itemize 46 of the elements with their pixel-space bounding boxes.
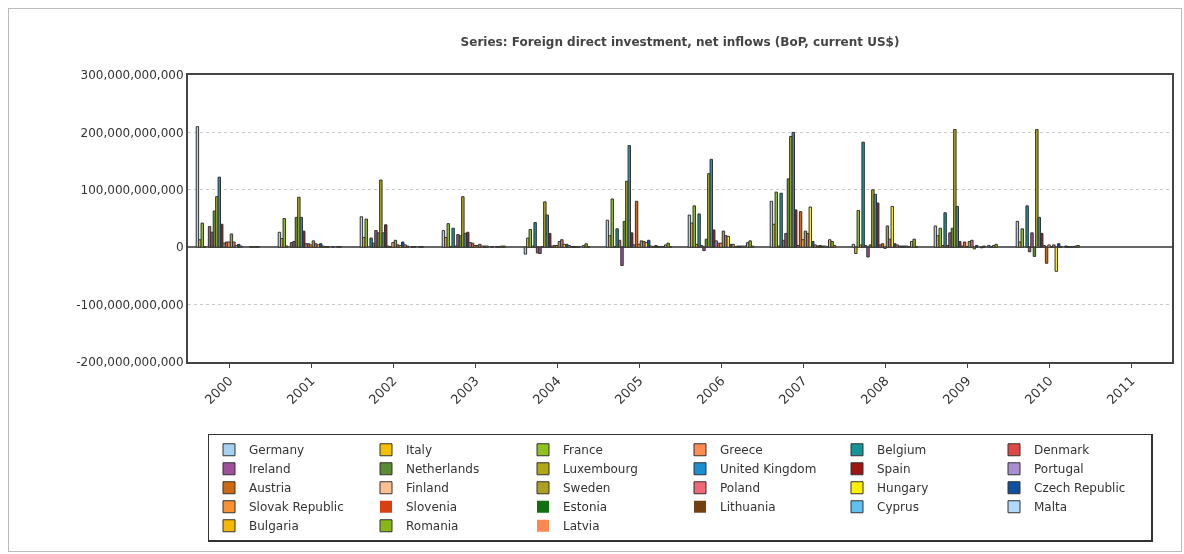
y-tick-label: -200,000,000,000 bbox=[76, 355, 184, 370]
legend-label: Slovenia bbox=[406, 500, 458, 515]
bar bbox=[953, 129, 957, 248]
bar bbox=[866, 246, 870, 258]
legend-label: France bbox=[563, 443, 603, 458]
y-tick-label: 100,000,000,000 bbox=[80, 183, 184, 197]
legend-label: Finland bbox=[406, 481, 449, 496]
legend-label: Luxembourg bbox=[563, 462, 638, 477]
bar bbox=[282, 218, 286, 248]
legend-label: Hungary bbox=[877, 481, 929, 496]
legend-label: Poland bbox=[720, 481, 761, 496]
legend-label: Lithuania bbox=[720, 500, 776, 515]
bar bbox=[709, 158, 713, 248]
legend-label: Cyprus bbox=[877, 500, 919, 515]
legend-label: Italy bbox=[406, 443, 433, 458]
bar bbox=[808, 206, 812, 248]
legend-label: Netherlands bbox=[406, 462, 480, 477]
bar bbox=[1054, 246, 1058, 272]
bar bbox=[217, 176, 221, 248]
legend-label: Belgium bbox=[877, 443, 927, 458]
y-tick-label: 200,000,000,000 bbox=[80, 125, 184, 140]
y-tick-label: -100,000,000,000 bbox=[76, 297, 184, 312]
legend-label: Sweden bbox=[563, 481, 611, 496]
legend-label: Germany bbox=[249, 443, 305, 458]
legend-label: Romania bbox=[406, 519, 459, 534]
y-tick-label: 300,000,000,000 bbox=[80, 68, 184, 83]
legend-label: Slovak Republic bbox=[249, 500, 344, 515]
bar bbox=[873, 193, 877, 248]
legend-label: Portugal bbox=[1034, 462, 1084, 477]
bar bbox=[627, 145, 631, 248]
legend-label: Spain bbox=[877, 462, 911, 477]
legend-label: Malta bbox=[1034, 500, 1068, 515]
y-tick-label: 0 bbox=[175, 240, 184, 255]
bar bbox=[791, 131, 795, 248]
legend-label: Czech Republic bbox=[1034, 481, 1126, 496]
legend-label: Greece bbox=[720, 443, 763, 458]
legend-label: United Kingdom bbox=[720, 462, 817, 477]
legend-label: Estonia bbox=[563, 500, 608, 515]
legend-label: Latvia bbox=[563, 519, 600, 534]
legend-label: Bulgaria bbox=[249, 519, 299, 534]
legend-label: Ireland bbox=[249, 462, 291, 477]
legend-label: Denmark bbox=[1034, 443, 1090, 458]
legend-label: Austria bbox=[249, 481, 292, 496]
bar bbox=[962, 241, 967, 248]
bar bbox=[890, 205, 894, 248]
chart-title: Series: Foreign direct investment, net inflows (BoP, current US$) bbox=[460, 34, 900, 49]
